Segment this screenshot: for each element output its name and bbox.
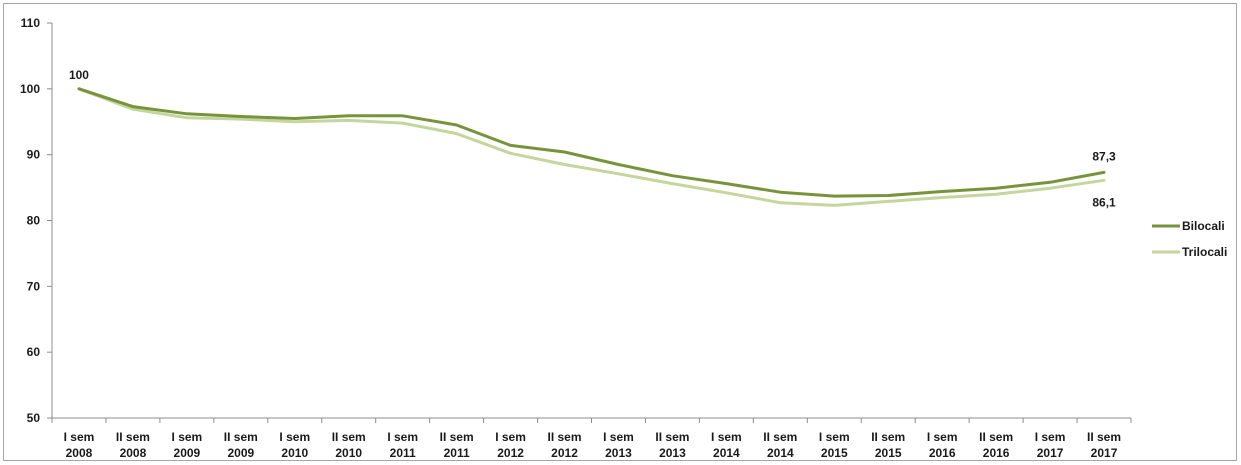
x-tick-label: 2013 bbox=[605, 446, 632, 460]
x-tick-label: II sem bbox=[440, 430, 474, 444]
x-tick-label: II sem bbox=[763, 430, 797, 444]
x-tick-label: 2016 bbox=[929, 446, 956, 460]
x-tick-label: II sem bbox=[548, 430, 582, 444]
x-tick-label: 2017 bbox=[1037, 446, 1064, 460]
x-tick-label: 2009 bbox=[174, 446, 201, 460]
y-tick-label: 80 bbox=[27, 214, 41, 228]
y-tick-label: 50 bbox=[27, 411, 41, 425]
x-tick-label: II sem bbox=[116, 430, 150, 444]
chart-frame bbox=[3, 3, 1237, 461]
x-tick-label: 2010 bbox=[335, 446, 362, 460]
x-tick-label: II sem bbox=[979, 430, 1013, 444]
x-tick-label: II sem bbox=[1087, 430, 1121, 444]
x-tick-label: I sem bbox=[495, 430, 526, 444]
x-tick-label: I sem bbox=[172, 430, 203, 444]
data-label: 86,1 bbox=[1092, 195, 1116, 209]
y-tick-label: 100 bbox=[20, 82, 40, 96]
x-tick-label: 2015 bbox=[875, 446, 902, 460]
x-tick-label: I sem bbox=[1035, 430, 1066, 444]
x-tick-label: I sem bbox=[387, 430, 418, 444]
x-tick-label: I sem bbox=[603, 430, 634, 444]
x-tick-label: 2011 bbox=[444, 446, 470, 460]
y-tick-label: 90 bbox=[27, 148, 41, 162]
y-tick-label: 60 bbox=[27, 345, 41, 359]
x-tick-label: 2008 bbox=[66, 446, 93, 460]
x-tick-label: II sem bbox=[224, 430, 258, 444]
legend-label-trilocali: Trilocali bbox=[1182, 245, 1227, 259]
x-tick-label: I sem bbox=[711, 430, 742, 444]
x-tick-label: II sem bbox=[871, 430, 905, 444]
x-tick-label: 2012 bbox=[497, 446, 524, 460]
x-tick-label: I sem bbox=[819, 430, 850, 444]
x-tick-label: 2015 bbox=[821, 446, 848, 460]
x-tick-label: 2014 bbox=[713, 446, 740, 460]
x-tick-label: II sem bbox=[655, 430, 689, 444]
x-tick-label: 2013 bbox=[659, 446, 686, 460]
data-label: 100 bbox=[69, 68, 89, 82]
x-tick-label: 2017 bbox=[1091, 446, 1118, 460]
legend-label-bilocali: Bilocali bbox=[1182, 219, 1225, 233]
data-label: 87,3 bbox=[1092, 149, 1116, 163]
x-tick-label: 2009 bbox=[227, 446, 254, 460]
series-line-trilocali bbox=[77, 87, 1106, 207]
x-tick-label: I sem bbox=[927, 430, 958, 444]
x-tick-label: I sem bbox=[279, 430, 310, 444]
x-tick-label: 2014 bbox=[767, 446, 794, 460]
x-tick-label: 2016 bbox=[983, 446, 1010, 460]
series-line-bilocali bbox=[77, 87, 1106, 198]
x-tick-label: 2012 bbox=[551, 446, 578, 460]
y-tick-label: 70 bbox=[27, 279, 41, 293]
x-tick-label: 2008 bbox=[120, 446, 147, 460]
y-tick-label: 110 bbox=[21, 16, 41, 30]
x-tick-label: I sem bbox=[64, 430, 95, 444]
x-tick-label: 2011 bbox=[390, 446, 416, 460]
x-tick-label: 2010 bbox=[281, 446, 308, 460]
x-tick-label: II sem bbox=[332, 430, 366, 444]
